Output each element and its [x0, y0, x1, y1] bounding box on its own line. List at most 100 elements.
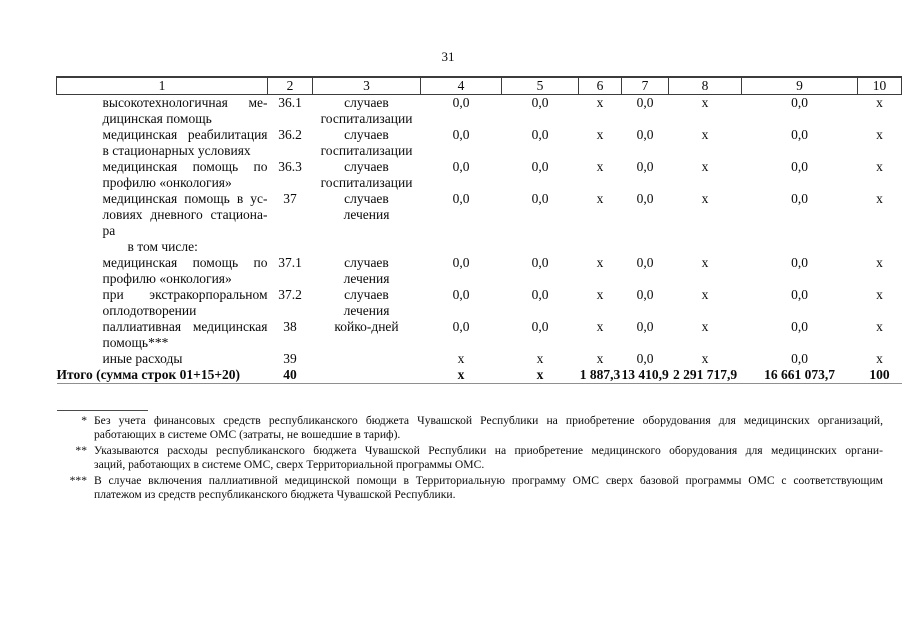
table-header-row: 1 2 3 4 5 6 7 8 9 10 — [56, 76, 902, 95]
text-line: случаев — [344, 255, 389, 270]
value-cell-col4: x — [457, 351, 465, 366]
value-cell-col6: x — [596, 191, 604, 206]
row-name-cell: медицинская помощь в ус-ловиях дневного … — [57, 191, 268, 239]
value-cell-col7: 0,0 — [636, 255, 654, 270]
text-line: лечения — [343, 271, 390, 286]
value-cell-col4: 0,0 — [452, 287, 470, 302]
value-cell-col9: 0,0 — [791, 95, 808, 110]
value-cell-col5: 0,0 — [531, 127, 549, 142]
value-cell-col7: 0,0 — [636, 319, 654, 334]
text-line: медицинская помощь по — [102, 255, 268, 270]
value-cell-col6: x — [596, 255, 604, 270]
value-cell-col4: 0,0 — [452, 95, 470, 110]
value-cell-col4: 0,0 — [452, 127, 470, 142]
column-header-5: 5 — [501, 76, 579, 95]
footnote-marker: * — [81, 414, 87, 427]
text-line: Итого (сумма строк 01+15+20) — [56, 367, 241, 382]
row-unit-cell: случаев лечения — [313, 287, 421, 319]
row-number-cell: 37 — [283, 191, 297, 206]
row-number-cell: 37.1 — [278, 255, 302, 270]
text-line: В случае включения паллиативной медицинс… — [94, 473, 883, 487]
value-cell-col7: 13 410,9 — [621, 367, 669, 384]
value-cell-col9 — [742, 239, 858, 255]
text-line: паллиативная медицинская — [102, 319, 268, 334]
text-line: случаев — [344, 191, 389, 206]
value-cell-col6: x — [596, 127, 604, 142]
value-cell-col7: 0,0 — [636, 351, 654, 366]
value-cell-col5: x — [501, 367, 579, 384]
value-cell-col8: 2 291 717,9 — [668, 367, 742, 384]
footnote: * Без учета финансовых средств республика… — [57, 414, 883, 443]
value-cell-col10: x — [876, 319, 883, 334]
value-cell-col8: x — [701, 95, 709, 110]
value-cell-col8: x — [701, 159, 709, 174]
value-cell-col9: 0,0 — [791, 255, 808, 270]
row-unit-cell: случаев госпитализации — [313, 127, 421, 159]
text-line: случаев — [344, 127, 389, 142]
table-row: иные расходы 39 x x x 0,0 x 0,0 x — [57, 351, 902, 367]
row-unit-cell — [313, 351, 421, 367]
row-number-cell: 36.3 — [278, 159, 302, 174]
column-header-7: 7 — [621, 76, 669, 95]
text-line: случаев — [344, 95, 389, 110]
text-line: дицинская помощь — [102, 111, 212, 126]
row-name-cell: медицинская помощь по профилю «онкология» — [57, 255, 268, 287]
footnote-marker: *** — [69, 473, 87, 487]
text-line: случаев — [344, 287, 389, 302]
column-header-9: 9 — [741, 76, 858, 95]
text-line: высокотехнологичная ме- — [102, 95, 268, 110]
value-cell-col7 — [622, 239, 669, 255]
value-cell-col9: 16 661 073,7 — [741, 367, 858, 384]
text-line: Указываются расходы республиканского бюд… — [94, 443, 883, 457]
footnote: *** В случае включения паллиативной медиц… — [57, 474, 883, 503]
footnote-separator — [57, 410, 148, 411]
value-cell-col6: x — [596, 319, 604, 334]
row-unit-cell: койко-дней — [313, 319, 421, 351]
row-name-cell: высокотехнологичная ме-дицинская помощь — [57, 95, 268, 128]
value-cell-col10: x — [876, 159, 883, 174]
footnote-marker: ** — [75, 443, 87, 457]
value-cell-col7: 0,0 — [636, 159, 654, 174]
row-name-cell: паллиативная медицинская помощь*** — [57, 319, 268, 351]
row-number-cell: 40 — [267, 367, 313, 384]
table-row: медицинская помощь по профилю «онкология»… — [57, 255, 902, 287]
text-line: лечения — [343, 207, 390, 222]
row-name-cell: медицинская помощь по профилю «онкология» — [57, 159, 268, 191]
value-cell-col8: x — [701, 191, 709, 206]
table-row: паллиативная медицинская помощь*** 38 койко… — [57, 319, 902, 351]
text-line: иные расходы — [102, 351, 183, 366]
value-cell-col7: 0,0 — [636, 95, 654, 110]
table-row: медицинская помощь в ус-ловиях дневного … — [57, 191, 902, 239]
row-unit-cell: случаев лечения — [313, 255, 421, 287]
column-header-1: 1 — [56, 76, 268, 95]
table-row: Итого (сумма строк 01+15+20) 40 x x 1 887,3 1… — [56, 367, 902, 384]
value-cell-col9: 0,0 — [791, 191, 808, 206]
value-cell-col10: x — [876, 95, 883, 110]
value-cell-col4: 0,0 — [452, 319, 470, 334]
budget-table: 1 2 3 4 5 6 7 8 9 10 высокотехнологичная ме-дицин… — [56, 76, 902, 384]
column-header-8: 8 — [668, 76, 742, 95]
text-line: госпитализации — [320, 143, 413, 158]
value-cell-col5: 0,0 — [531, 191, 549, 206]
value-cell-col9: 0,0 — [791, 319, 808, 334]
text-line: ловиях дневного стациона- — [102, 207, 268, 222]
value-cell-col8: x — [701, 319, 709, 334]
text-line: заций, работающих в системе ОМС, сверх Т… — [94, 458, 485, 472]
table-row: при экстракорпоральном оплодотворении 37.2… — [57, 287, 902, 319]
footnote-text: Без учета финансовых средств республикан… — [94, 414, 883, 443]
row-number-cell: 37.2 — [278, 287, 302, 302]
value-cell-col5: x — [536, 351, 544, 366]
row-name-cell: в том числе: — [57, 239, 268, 255]
value-cell-col4: x — [420, 367, 502, 384]
value-cell-col4: 0,0 — [452, 191, 470, 206]
text-line: медицинская помощь по — [102, 159, 268, 174]
value-cell-col5: 0,0 — [531, 159, 549, 174]
text-line: медицинская реабилитация — [102, 127, 268, 142]
text-line: при экстракорпоральном — [102, 287, 268, 302]
value-cell-col7: 0,0 — [636, 191, 654, 206]
column-header-3: 3 — [312, 76, 421, 95]
value-cell-col10: x — [876, 287, 883, 302]
text-line: работающих в системе ОМС (затраты, не во… — [94, 428, 401, 442]
column-header-6: 6 — [578, 76, 622, 95]
